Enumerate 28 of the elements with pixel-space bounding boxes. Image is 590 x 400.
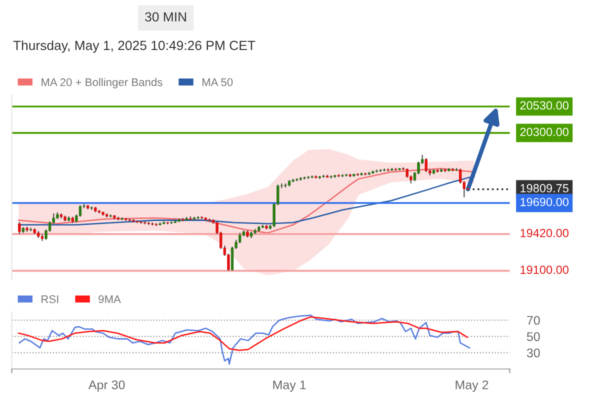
x-tick-label: May 1 (273, 380, 306, 392)
candlestick (238, 232, 242, 244)
line-series (18, 314, 470, 365)
candlestick (230, 246, 234, 272)
x-tick-label: May 2 (456, 380, 488, 392)
legend-label: MA 20 + Bollinger Bands (42, 78, 162, 88)
legend-label: RSI (42, 295, 58, 304)
legend-label: 9MA (98, 295, 121, 304)
candlestick (18, 221, 21, 235)
candlestick (78, 204, 82, 218)
line-series (18, 316, 468, 351)
candlestick (424, 158, 428, 173)
chart-subtitle: Thursday, May 1, 2025 10:49:26 PM CET (13, 40, 256, 53)
y-tick-label: 70 (527, 316, 540, 325)
candlestick (306, 175, 310, 180)
ref-line-label: 20530.00 (520, 101, 568, 110)
candlestick (406, 168, 408, 178)
legend-label: MA 50 (202, 78, 233, 86)
ref-line-label: 19809.75 (520, 184, 568, 192)
ref-line-label: 19690.00 (520, 198, 568, 206)
ref-line-label: 19420.00 (520, 228, 568, 238)
ref-line-label: 19100.00 (520, 266, 568, 274)
y-tick-label: 50 (526, 332, 540, 342)
ref-line-label: 20300.00 (520, 128, 568, 136)
text: 30 MIN (145, 12, 186, 22)
x-tick-label: Apr 30 (88, 380, 125, 392)
y-tick-label: 30 (526, 348, 540, 358)
candlestick (375, 169, 378, 174)
